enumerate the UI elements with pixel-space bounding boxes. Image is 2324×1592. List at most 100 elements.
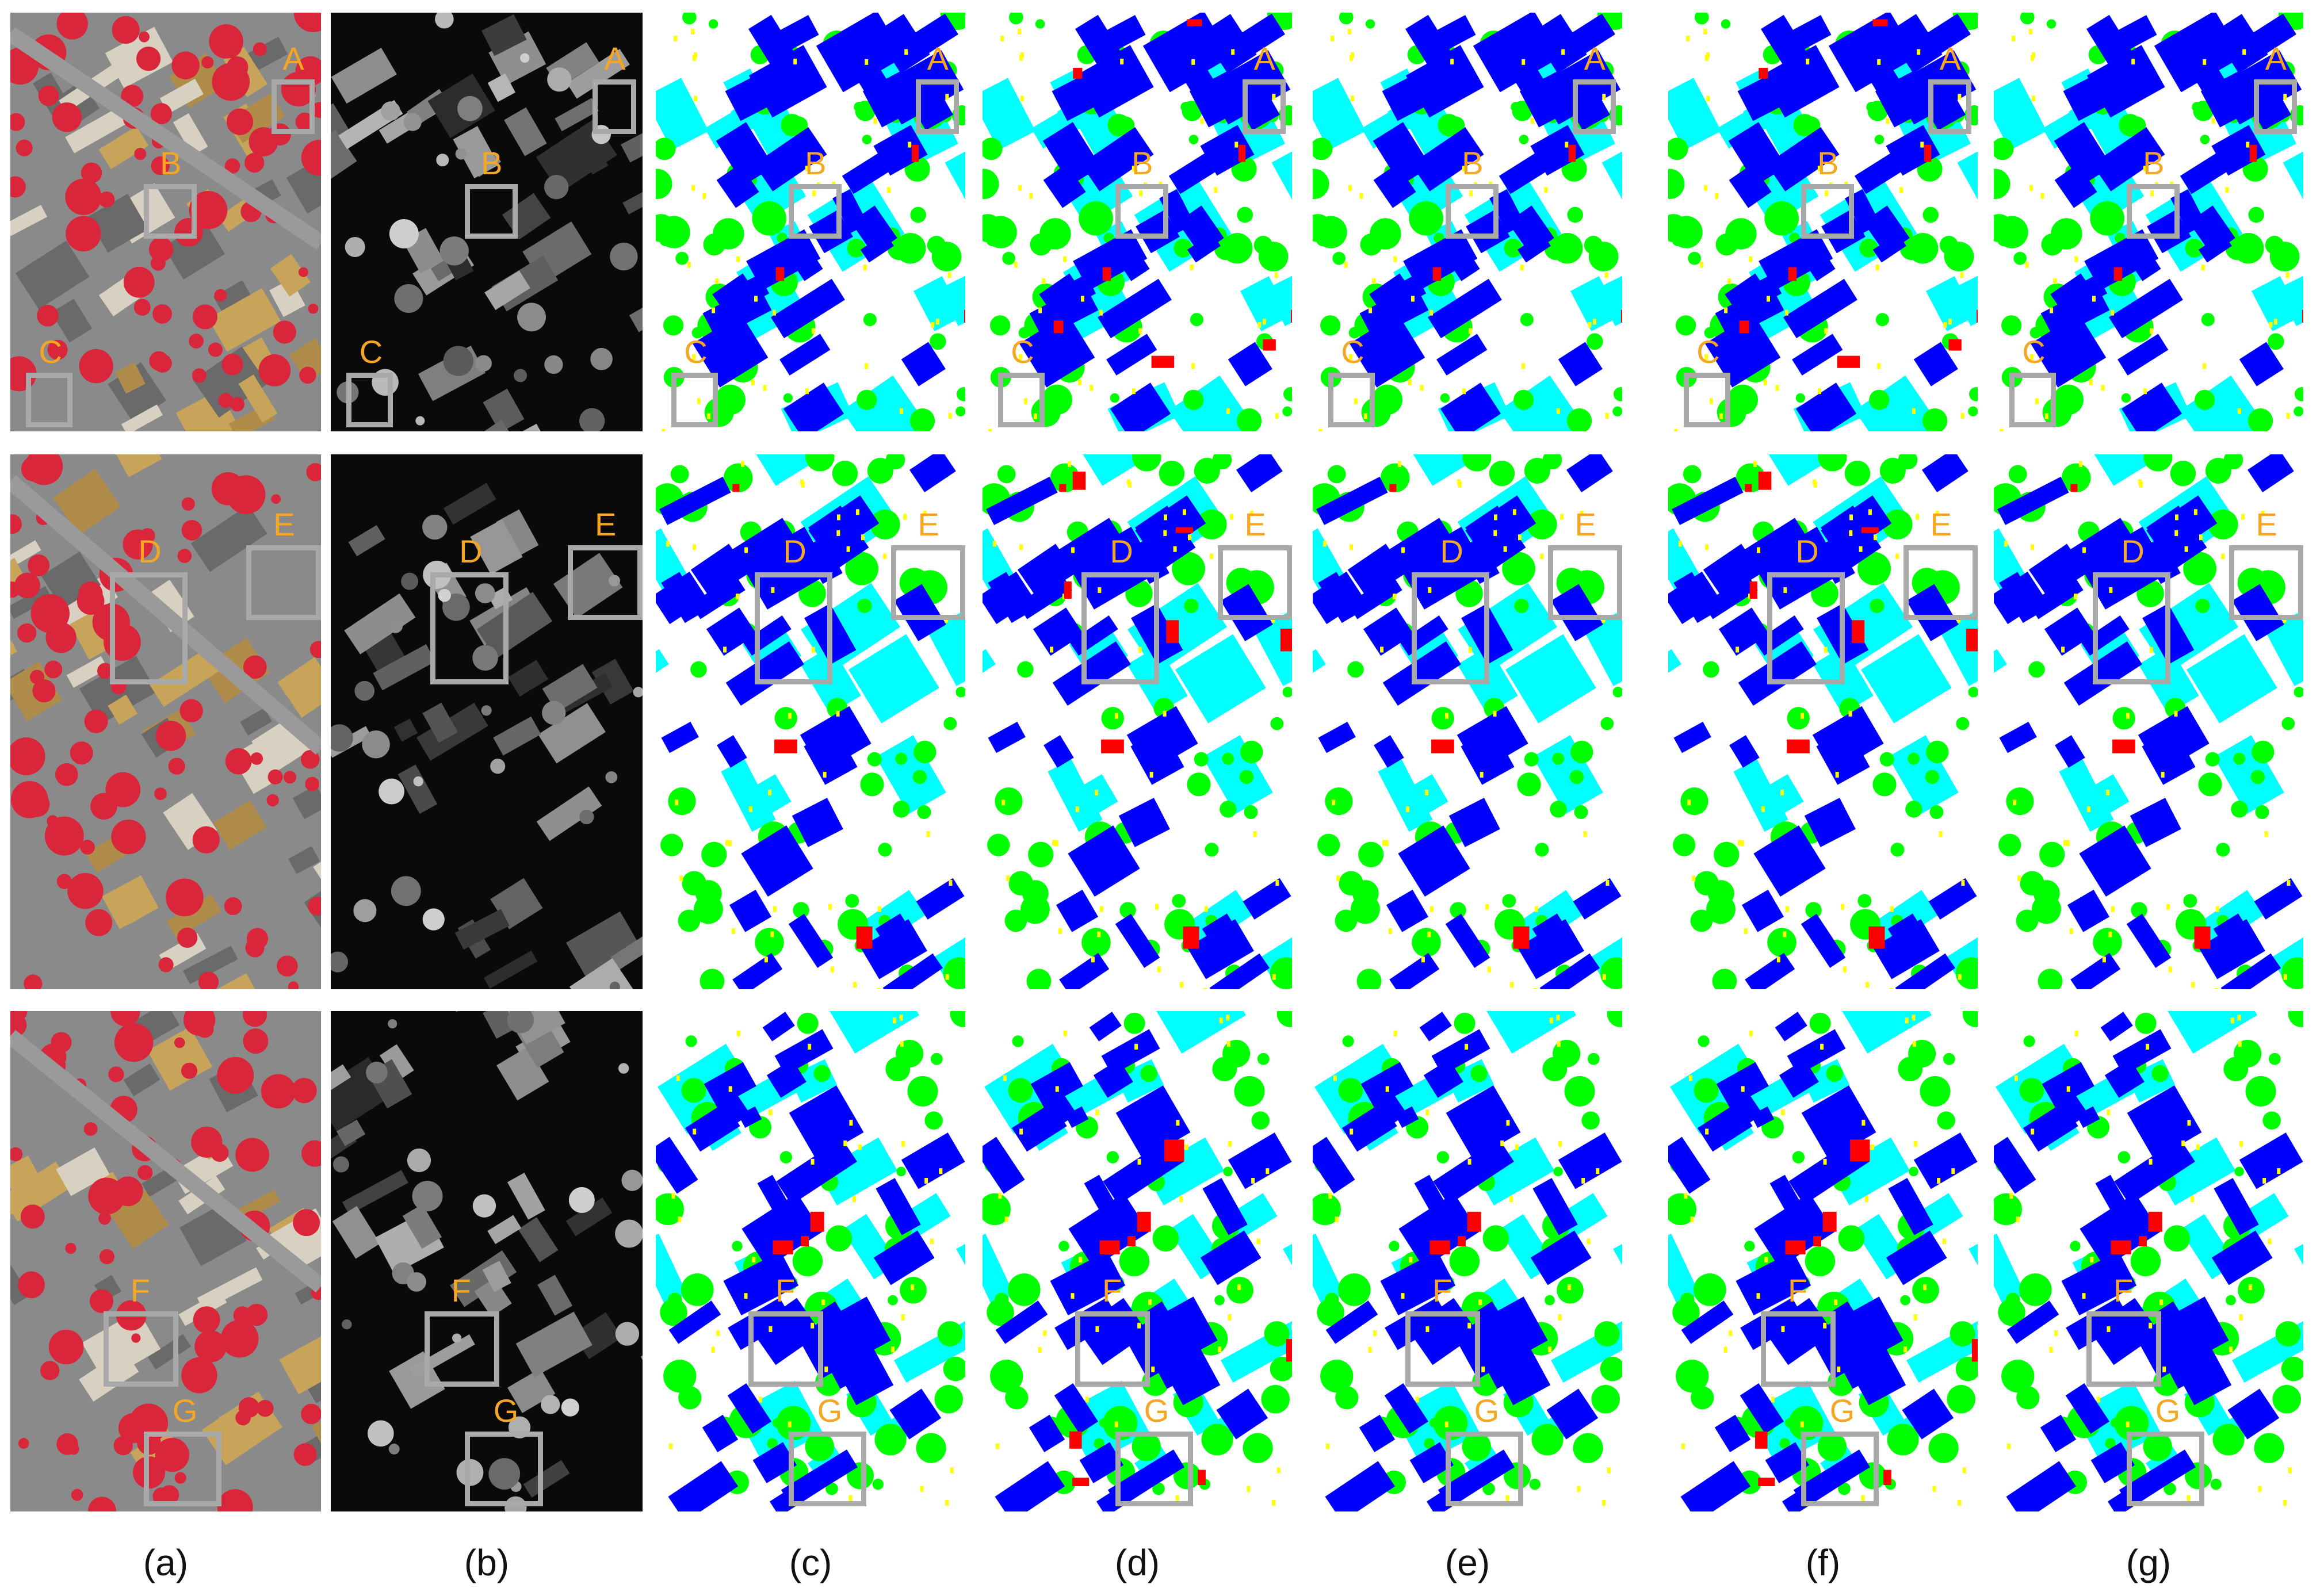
roi-box-A bbox=[1572, 79, 1616, 135]
row-1-panel-g: A B C bbox=[1994, 13, 2303, 431]
roi-box-F bbox=[748, 1311, 823, 1387]
roi-box-E bbox=[890, 545, 965, 621]
roi-label-B: B bbox=[1817, 145, 1839, 182]
roi-box-E bbox=[1903, 545, 1978, 621]
caption-b: (b) bbox=[464, 1542, 510, 1583]
roi-label-A: A bbox=[927, 40, 949, 77]
roi-label-B: B bbox=[2143, 145, 2165, 182]
roi-box-A bbox=[1928, 79, 1972, 135]
roi-label-C: C bbox=[1341, 334, 1364, 370]
roi-label-C: C bbox=[684, 334, 708, 370]
row-1-panel-f: A B C bbox=[1668, 13, 1978, 431]
roi-label-D: D bbox=[1795, 533, 1819, 569]
segmentation-map bbox=[983, 1011, 1292, 1511]
roi-label-B: B bbox=[481, 145, 503, 182]
segmentation-map bbox=[656, 1011, 965, 1511]
roi-label-F: F bbox=[130, 1272, 151, 1308]
row-1-panel-a: A B C bbox=[10, 13, 321, 431]
segmentation-map bbox=[1313, 1011, 1622, 1511]
roi-box-C bbox=[1683, 373, 1730, 427]
roi-label-F: F bbox=[775, 1272, 796, 1308]
segmentation-map bbox=[656, 13, 965, 431]
roi-box-D bbox=[2093, 572, 2170, 684]
roi-box-G bbox=[465, 1431, 543, 1507]
roi-box-F bbox=[424, 1311, 499, 1387]
roi-label-F: F bbox=[1787, 1272, 1808, 1308]
roi-label-C: C bbox=[39, 334, 62, 370]
roi-label-G: G bbox=[493, 1392, 519, 1429]
roi-box-E bbox=[1547, 545, 1622, 621]
roi-box-C bbox=[671, 373, 718, 427]
roi-box-G bbox=[1446, 1431, 1523, 1507]
roi-box-E bbox=[1217, 545, 1292, 621]
roi-box-A bbox=[915, 79, 960, 135]
roi-label-A: A bbox=[1939, 40, 1961, 77]
roi-box-D bbox=[1412, 572, 1489, 684]
caption-e: (e) bbox=[1444, 1542, 1490, 1583]
roi-label-B: B bbox=[1462, 145, 1484, 182]
caption-c: (c) bbox=[789, 1542, 832, 1583]
roi-label-E: E bbox=[2256, 506, 2277, 543]
roi-label-C: C bbox=[1696, 334, 1720, 370]
roi-box-E bbox=[2229, 545, 2303, 621]
roi-label-F: F bbox=[1102, 1272, 1122, 1308]
roi-box-A bbox=[1242, 79, 1286, 135]
roi-label-E: E bbox=[273, 506, 295, 543]
roi-box-C bbox=[2009, 373, 2056, 427]
roi-box-C bbox=[1328, 373, 1375, 427]
roi-label-F: F bbox=[2113, 1272, 2134, 1308]
roi-box-B bbox=[789, 184, 842, 239]
roi-box-A bbox=[2253, 79, 2298, 135]
row-1-panel-c: A B C bbox=[656, 13, 965, 431]
dsm-image bbox=[331, 1011, 643, 1511]
roi-box-F bbox=[104, 1311, 178, 1387]
roi-label-G: G bbox=[817, 1392, 843, 1429]
roi-box-D bbox=[109, 572, 188, 684]
roi-label-G: G bbox=[1474, 1392, 1500, 1429]
roi-label-G: G bbox=[1144, 1392, 1169, 1429]
roi-label-A: A bbox=[604, 40, 626, 77]
segmentation-map bbox=[1994, 13, 2303, 431]
roi-label-D: D bbox=[138, 533, 162, 569]
roi-box-F bbox=[2086, 1311, 2161, 1387]
roi-box-D bbox=[1767, 572, 1845, 684]
roi-box-E bbox=[567, 545, 643, 621]
roi-box-C bbox=[346, 373, 393, 427]
roi-box-B bbox=[144, 184, 197, 239]
roi-label-G: G bbox=[172, 1392, 198, 1429]
dsm-image bbox=[331, 454, 643, 989]
roi-box-B bbox=[465, 184, 518, 239]
roi-label-A: A bbox=[2265, 40, 2287, 77]
roi-label-A: A bbox=[1253, 40, 1275, 77]
caption-a: (a) bbox=[143, 1542, 189, 1583]
roi-label-F: F bbox=[1432, 1272, 1452, 1308]
roi-label-E: E bbox=[918, 506, 939, 543]
segmentation-map bbox=[1668, 13, 1978, 431]
roi-label-A: A bbox=[282, 40, 304, 77]
roi-box-A bbox=[271, 79, 315, 135]
roi-label-C: C bbox=[2022, 334, 2046, 370]
roi-label-G: G bbox=[2155, 1392, 2181, 1429]
roi-box-B bbox=[1446, 184, 1499, 239]
roi-label-D: D bbox=[1440, 533, 1463, 569]
roi-box-F bbox=[1075, 1311, 1150, 1387]
roi-box-F bbox=[1405, 1311, 1480, 1387]
roi-box-D bbox=[755, 572, 832, 684]
roi-box-C bbox=[26, 373, 72, 427]
roi-box-E bbox=[246, 545, 321, 621]
roi-label-E: E bbox=[1244, 506, 1266, 543]
roi-label-G: G bbox=[1829, 1392, 1855, 1429]
segmentation-map bbox=[1668, 454, 1978, 989]
roi-label-E: E bbox=[594, 506, 617, 543]
dsm-image bbox=[331, 13, 643, 431]
